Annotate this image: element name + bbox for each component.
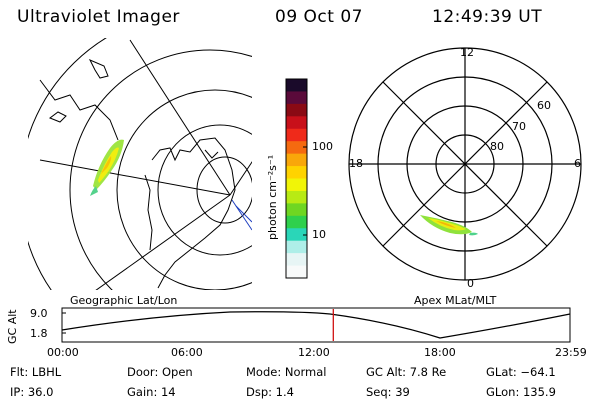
- mlt-label-0: 0: [467, 277, 474, 290]
- colorbar-swatch: [286, 141, 307, 155]
- colorbar-swatch: [286, 253, 307, 267]
- colorbar-tick-10: 10: [312, 228, 326, 241]
- timeline-y-tick-1-8: 1.8: [30, 327, 48, 340]
- colorbar-swatch: [286, 215, 307, 229]
- aurora-emission-geographic: [90, 139, 124, 196]
- colorbar-swatch: [286, 91, 307, 105]
- colorbar-swatch: [286, 153, 307, 167]
- colorbar-swatch: [286, 166, 307, 180]
- timeline-y-axis-label: GC Alt: [6, 309, 19, 344]
- timeline-x-tick-0000: 00:00: [47, 346, 79, 359]
- info-door: Door: Open: [127, 365, 193, 379]
- polar-plot: [348, 47, 582, 281]
- mlat-label-80: 80: [490, 140, 504, 153]
- date-label: 09 Oct 07: [275, 7, 363, 27]
- mlt-label-12: 12: [460, 46, 474, 59]
- timeline-x-tick-2359: 23:59: [555, 346, 587, 359]
- colorbar-tick-100: 100: [312, 140, 333, 153]
- info-ip: IP: 36.0: [10, 385, 54, 399]
- colorbar-swatch: [286, 228, 307, 242]
- colorbar-unit-label: photon cm⁻²s⁻¹: [266, 154, 279, 240]
- info-mode: Mode: Normal: [246, 365, 327, 379]
- info-dsp: Dsp: 1.4: [246, 385, 294, 399]
- colorbar-swatch: [286, 103, 307, 117]
- mlt-label-18: 18: [349, 157, 363, 170]
- colorbar-swatch: [286, 178, 307, 192]
- time-label: 12:49:39 UT: [432, 7, 543, 27]
- window-title: Ultraviolet Imager: [17, 7, 180, 27]
- colorbar-swatch: [286, 128, 307, 142]
- altitude-timeline: [61, 307, 571, 343]
- info-gc-alt: GC Alt: 7.8 Re: [366, 365, 447, 379]
- geographic-map: [28, 38, 252, 290]
- colorbar: [285, 78, 308, 279]
- info-seq: Seq: 39: [366, 385, 410, 399]
- colorbar-swatch: [286, 240, 307, 254]
- colorbar-swatch: [286, 203, 307, 217]
- apex-panel-label: Apex MLat/MLT: [414, 294, 497, 307]
- colorbar-swatch: [286, 190, 307, 204]
- mlat-label-70: 70: [512, 120, 526, 133]
- aurora-emission-polar: [420, 215, 478, 236]
- colorbar-swatch: [286, 116, 307, 130]
- timeline-x-tick-1200: 12:00: [298, 346, 330, 359]
- mlat-label-60: 60: [537, 99, 551, 112]
- info-gain: Gain: 14: [127, 385, 176, 399]
- timeline-x-tick-0600: 06:00: [171, 346, 203, 359]
- colorbar-swatch: [286, 79, 307, 93]
- timeline-x-tick-1800: 18:00: [424, 346, 456, 359]
- info-glon: GLon: 135.9: [486, 385, 556, 399]
- geographic-panel-label: Geographic Lat/Lon: [70, 294, 178, 307]
- mlt-label-6: 6: [574, 157, 581, 170]
- info-filter: Flt: LBHL: [10, 365, 62, 379]
- timeline-y-tick-9: 9.0: [30, 307, 48, 320]
- colorbar-swatch: [286, 265, 307, 279]
- info-glat: GLat: −64.1: [486, 365, 556, 379]
